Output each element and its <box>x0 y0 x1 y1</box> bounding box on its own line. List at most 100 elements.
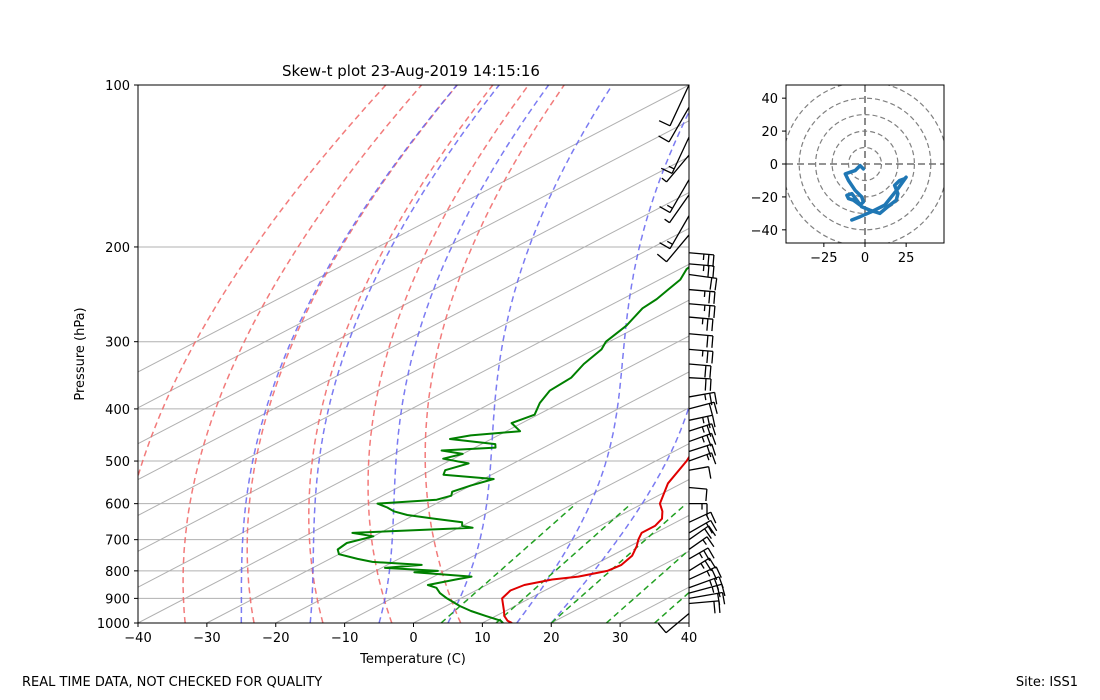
wind-barb-flag <box>707 265 710 278</box>
wind-barb-flag <box>711 351 714 364</box>
wind-barb-staff <box>688 348 713 353</box>
wind-barb-staff <box>665 612 690 634</box>
wind-barb-staff <box>668 194 690 224</box>
wind-barb-flag <box>706 425 712 437</box>
wind-barb-staff <box>688 432 712 443</box>
isotherm-line <box>138 120 689 409</box>
wind-barb-flag <box>711 423 717 436</box>
wind-barb-half-flag <box>701 436 705 443</box>
isotherm-line <box>138 263 689 552</box>
wind-barb-staff <box>671 136 690 174</box>
wind-barb-staff <box>688 263 714 267</box>
dewpoint-profile <box>336 266 689 623</box>
wind-barb-staff <box>688 333 713 337</box>
wind-barb-half-flag <box>711 586 715 593</box>
wind-barb-flag <box>709 277 713 290</box>
skewt-axis-ticks: −40 −30 −20 −10 0 10 20 30 40 1000 900 800 700 600 500… <box>97 79 697 646</box>
wind-barb-flag <box>659 206 671 214</box>
isotherm-line <box>551 550 689 623</box>
wind-barb <box>660 136 690 174</box>
wind-barb-staff <box>688 414 713 421</box>
hodograph-y-tick-label: 20 <box>761 125 778 140</box>
mixing-ratio-line <box>550 503 687 623</box>
moist-adiabat-line <box>447 85 613 623</box>
wind-barb-flag <box>706 536 715 548</box>
wind-barbs <box>656 84 726 634</box>
mixing-ratio-line <box>654 591 689 623</box>
wind-barb-flag <box>711 335 714 348</box>
hodograph-y-tick-label: −40 <box>751 224 778 239</box>
wind-barb <box>688 288 716 304</box>
wind-barb-half-flag <box>700 563 705 569</box>
isotherm-line <box>138 192 689 481</box>
wind-barb-staff <box>688 591 723 600</box>
x-tick-label: 10 <box>474 631 491 646</box>
temperature-profile <box>501 455 689 623</box>
wind-barb <box>688 263 715 279</box>
wind-barb-flag <box>710 433 717 445</box>
mixing-ratio-line <box>495 503 632 623</box>
x-tick-label: −10 <box>331 631 358 646</box>
wind-barb-staff <box>688 511 712 523</box>
wind-barb-flag <box>704 528 712 539</box>
wind-barb-staff <box>688 363 711 367</box>
y-tick-label: 200 <box>105 241 130 256</box>
moist-adiabat-line <box>378 85 550 623</box>
wind-barb-flag <box>711 443 717 456</box>
wind-barb-half-flag <box>706 570 711 577</box>
wind-barb-half-flag <box>702 253 705 261</box>
wind-barb <box>659 215 690 250</box>
wind-barb <box>688 252 715 267</box>
dry-adiabat-line <box>367 85 530 623</box>
wind-barb-flag <box>706 416 711 429</box>
wind-barb-flag <box>706 318 709 331</box>
wind-barb-half-flag <box>701 426 705 433</box>
wind-barb-flag <box>708 403 714 416</box>
skewt-panel: −40 −30 −20 −10 0 10 20 30 40 1000 900 800 700 600 500… <box>73 62 697 667</box>
wind-barb-half-flag <box>701 350 704 357</box>
wind-barb-flag <box>704 365 707 378</box>
wind-barb-flag <box>710 520 718 532</box>
moist-adiabat-line <box>516 110 689 623</box>
wind-barb-half-flag <box>661 177 667 183</box>
wind-barb-staff <box>666 154 690 183</box>
wind-barb <box>688 333 714 348</box>
wind-barb <box>688 348 714 364</box>
wind-barb-staff <box>688 536 708 550</box>
isotherm-line <box>413 478 689 623</box>
wind-barb-staff <box>688 316 713 320</box>
wind-barb <box>688 511 717 524</box>
wind-barb-staff <box>669 215 690 250</box>
hodograph-x-tick-label: 0 <box>861 251 869 266</box>
y-tick-label: 300 <box>105 336 130 351</box>
wind-barb <box>658 106 690 143</box>
wind-barb-flag <box>709 365 712 378</box>
wind-barb <box>688 600 721 614</box>
moist-adiabat-line <box>550 404 689 623</box>
wind-barb-flag <box>660 167 673 174</box>
wind-barb-half-flag <box>702 265 705 272</box>
wind-barb <box>657 612 690 634</box>
hodograph-ring <box>814 113 915 215</box>
wind-barb-flag <box>658 135 670 143</box>
wind-barb-flag <box>710 452 717 465</box>
wind-barb-flag <box>714 278 718 291</box>
wind-barb-flag <box>708 466 712 479</box>
mixing-ratio-line <box>605 549 689 623</box>
x-tick-label: 20 <box>543 631 560 646</box>
wind-barb <box>688 466 712 479</box>
y-axis-label: Pressure (hPa) <box>73 307 88 400</box>
wind-barb-half-flag <box>703 305 706 312</box>
y-tick-label: 1000 <box>97 617 130 632</box>
hodograph-x-tick-label: 25 <box>898 251 915 266</box>
wind-barb <box>688 303 716 318</box>
wind-barb-staff <box>688 547 709 560</box>
wind-barb-flag <box>706 335 709 348</box>
wind-barb-flag <box>707 547 715 559</box>
dry-adiabat-line <box>424 85 565 623</box>
wind-barb-flag <box>715 566 722 578</box>
wind-barb-staff <box>668 106 690 143</box>
wind-barb-staff <box>688 401 715 410</box>
wind-barb-flag <box>656 253 667 263</box>
wind-barb-staff <box>688 443 713 453</box>
